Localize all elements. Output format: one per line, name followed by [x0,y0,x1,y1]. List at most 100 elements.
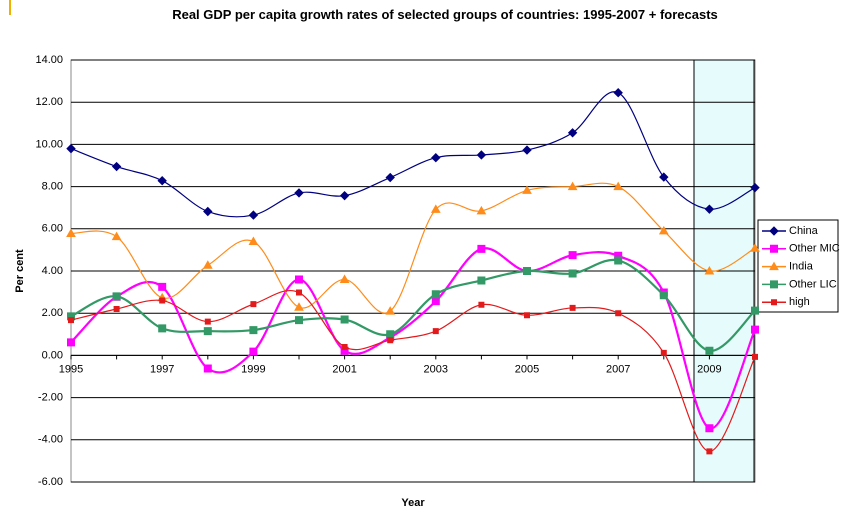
y-tick-label: 14.00 [35,54,63,66]
data-point [158,282,167,291]
data-point [704,265,715,275]
x-tick-label: 2003 [424,363,448,375]
legend-label: Other LIC [789,278,837,290]
series-line [70,258,756,352]
chart-title: Real GDP per capita growth rates of sele… [172,7,718,22]
data-point [157,175,167,186]
data-point [296,289,302,296]
data-point [66,228,76,237]
data-point [522,145,532,155]
data-point [706,448,713,455]
data-point [203,364,212,373]
x-tick-label: 1999 [241,363,265,375]
data-point [203,206,213,217]
data-point [340,315,349,324]
data-point [658,225,669,235]
legend-marker [769,261,779,271]
data-point [705,424,714,433]
data-point [203,327,212,336]
data-point [524,312,530,319]
data-point [476,205,487,215]
data-point [113,305,120,312]
y-tick-label: -2.00 [38,392,63,404]
x-tick-label: 1997 [150,363,174,375]
data-point [111,231,122,241]
y-tick-label: 0.00 [42,349,63,361]
data-point [66,143,76,154]
legend-label: China [789,225,819,237]
data-point [477,276,486,285]
data-point [659,291,668,300]
data-point [385,172,395,183]
data-point [250,301,257,308]
data-point [523,267,531,275]
x-tick-label: 2009 [697,363,721,375]
data-point [431,152,441,163]
data-point [339,190,350,201]
data-point [249,347,258,356]
y-axis-title: Per cent [14,249,26,293]
data-point [569,304,576,311]
data-point [477,244,486,253]
data-point [478,301,485,308]
data-point [112,292,121,301]
data-point [68,317,74,324]
data-point [613,87,623,98]
data-point [476,150,487,160]
data-point [705,346,714,355]
data-point [431,290,440,299]
data-point [704,204,715,214]
data-point [432,328,439,335]
data-point [430,204,441,213]
x-tick-label: 1995 [59,363,83,375]
data-point [567,181,578,191]
data-point [660,349,667,356]
y-tick-label: 4.00 [42,265,63,277]
data-point [752,353,758,360]
y-tick-label: -4.00 [38,434,63,446]
data-point [111,161,122,172]
x-tick-label: 2007 [606,363,630,375]
legend-label: India [789,261,814,273]
data-point [386,330,395,339]
data-point [385,306,396,315]
y-tick-label: 6.00 [42,223,63,235]
legend-label: Other MIC [789,243,840,255]
data-point [158,324,167,333]
data-point [568,251,577,260]
data-point [159,297,166,304]
data-point [294,188,304,198]
x-tick-label: 2001 [332,363,356,375]
data-point [249,326,258,335]
data-point [750,182,760,193]
data-point [67,338,75,347]
legend-marker [771,299,777,306]
y-tick-label: 8.00 [42,181,63,193]
data-point [751,306,759,315]
data-point [568,269,577,278]
data-point [613,181,624,191]
data-point [204,318,211,325]
legend-marker [770,244,778,253]
data-point [615,310,622,317]
data-point [295,316,303,325]
legend-marker [769,226,779,236]
data-point [295,275,303,284]
y-tick-label: 2.00 [42,307,63,319]
y-tick-label: 10.00 [35,138,63,150]
data-point [659,172,669,182]
data-point [567,128,578,138]
data-point [751,325,759,334]
legend-marker [770,280,778,289]
y-tick-label: 12.00 [35,96,63,108]
data-point [522,185,532,194]
y-tick-label: -6.00 [38,476,63,488]
data-point [431,297,440,306]
x-tick-label: 2005 [515,363,539,375]
data-point [387,337,394,344]
data-point [341,343,348,350]
data-point [248,210,259,220]
data-point [339,274,350,283]
